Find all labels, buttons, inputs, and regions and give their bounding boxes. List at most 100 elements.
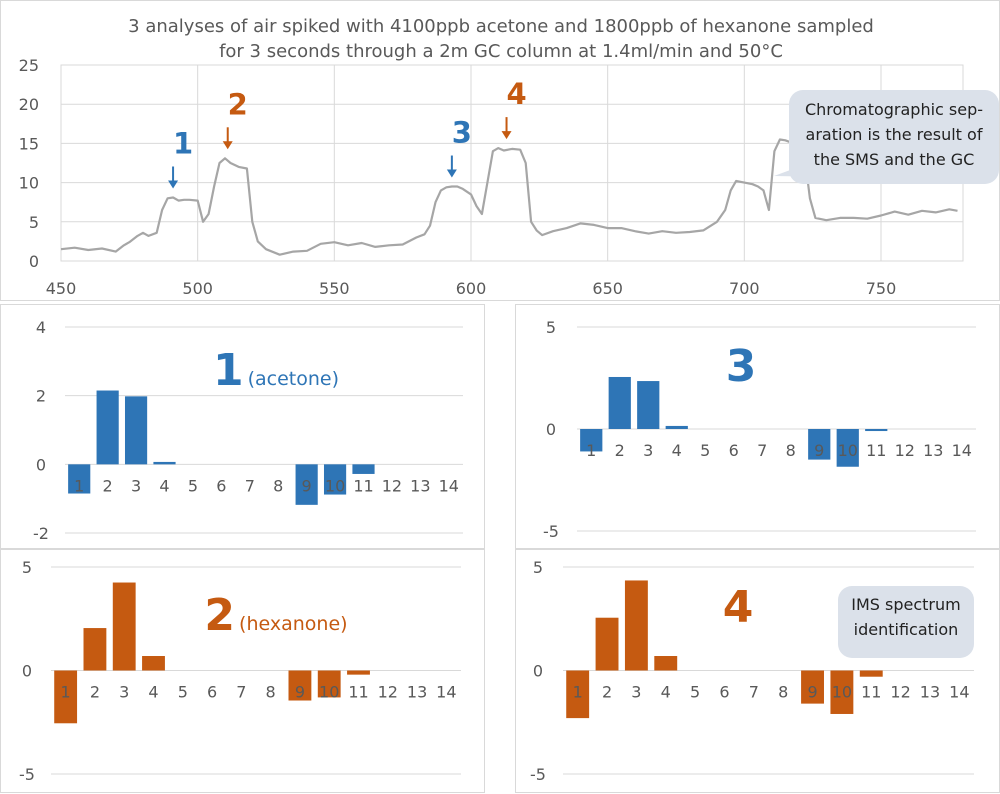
y-tick-label: 0 <box>22 662 32 681</box>
x-tick-label: 550 <box>319 279 350 298</box>
x-tick-label: 5 <box>700 441 710 460</box>
chromatogram-chart: 3 analyses of air spiked with 4100ppb ac… <box>19 16 999 298</box>
bar-4 <box>654 656 678 671</box>
x-tick-label: 4 <box>159 476 169 495</box>
x-tick-label: 5 <box>690 683 700 702</box>
x-tick-label: 6 <box>216 476 226 495</box>
spectrum-number: 2 <box>204 590 235 641</box>
x-tick-label: 1 <box>573 683 583 702</box>
x-tick-label: 8 <box>778 683 788 702</box>
x-tick-label: 14 <box>439 476 459 495</box>
x-tick-label: 11 <box>353 476 373 495</box>
x-tick-label: 12 <box>382 476 402 495</box>
x-tick-label: 12 <box>895 441 915 460</box>
x-tick-label: 3 <box>643 441 653 460</box>
bar-1 <box>580 429 603 452</box>
y-tick-label: -2 <box>33 524 49 543</box>
peak-3-arrow-head <box>446 169 457 178</box>
chart-title-line-1: 3 analyses of air spiked with 4100ppb ac… <box>128 16 874 37</box>
y-tick-label: 10 <box>19 174 39 193</box>
x-tick-label: 3 <box>631 683 641 702</box>
x-tick-label: 500 <box>182 279 213 298</box>
spectrum-panel-3: -5 0 5 1 2 3 4 5 6 7 8 9 10 11 12 13 14 3 <box>515 304 1000 549</box>
x-tick-label: 11 <box>861 683 881 702</box>
spectrum-label: 2 (hexanone) <box>204 590 347 641</box>
x-tick-label: 11 <box>348 683 368 702</box>
chart-title-line-2: for 3 seconds through a 2m GC column at … <box>219 41 783 62</box>
y-tick-label: 0 <box>533 662 543 681</box>
y-tick-label: 2 <box>36 387 46 406</box>
bar-2 <box>83 628 107 671</box>
y-tick-label: 15 <box>19 134 39 153</box>
x-tick-label: 10 <box>838 441 858 460</box>
x-tick-label: 5 <box>178 683 188 702</box>
x-tick-label: 450 <box>46 279 77 298</box>
y-tick-label: 20 <box>19 95 39 114</box>
callout-bubble <box>838 586 974 658</box>
x-tick-label: 6 <box>729 441 739 460</box>
x-tick-label: 1 <box>586 441 596 460</box>
spectrum-label: 3 <box>726 341 757 392</box>
spectrum-label: 4 <box>723 582 754 633</box>
y-tick-label: -5 <box>19 765 35 784</box>
callout-text-line: IMS spectrum <box>851 595 960 614</box>
spectrum-panel-1: -2 0 2 4 1 2 3 4 5 6 7 8 9 10 11 12 13 14 1 (acetone) <box>0 304 485 549</box>
bar-4 <box>153 461 176 465</box>
bar-3 <box>124 396 148 465</box>
bar-9 <box>295 464 318 505</box>
x-tick-label: 10 <box>325 476 345 495</box>
x-tick-label: 13 <box>407 683 427 702</box>
bar-4 <box>665 425 688 429</box>
chromatography-callout: Chromatographic sep-aration is the resul… <box>774 90 999 184</box>
x-tick-label: 10 <box>832 683 852 702</box>
chromatogram-line <box>60 138 958 256</box>
x-tick-label: 6 <box>719 683 729 702</box>
bar-2 <box>96 390 119 465</box>
x-tick-label: 14 <box>949 683 969 702</box>
y-tick-label: 5 <box>533 558 543 577</box>
bar-11 <box>347 670 370 675</box>
bar-4 <box>142 656 165 671</box>
x-tick-label: 13 <box>920 683 940 702</box>
bar-10 <box>830 670 854 714</box>
bar-9 <box>801 670 824 704</box>
x-tick-label: 3 <box>119 683 129 702</box>
callout-text-line: the SMS and the GC <box>814 150 975 169</box>
spectrum-compound: (hexanone) <box>239 613 348 635</box>
x-tick-label: 8 <box>266 683 276 702</box>
peak-3-label: 3 <box>452 116 472 150</box>
x-tick-label: 2 <box>90 683 100 702</box>
y-tick-label: 5 <box>29 213 39 232</box>
y-tick-label: 5 <box>22 558 32 577</box>
y-tick-label: 0 <box>546 420 556 439</box>
y-tick-label: 5 <box>546 318 556 337</box>
callout-text-line: aration is the result of <box>806 125 983 144</box>
bar-3 <box>624 580 648 671</box>
bar-10 <box>317 670 341 698</box>
x-tick-label: 2 <box>602 683 612 702</box>
x-tick-label: 3 <box>131 476 141 495</box>
bar-11 <box>865 429 888 432</box>
x-tick-label: 9 <box>295 683 305 702</box>
spectrum-compound: (acetone) <box>248 368 339 390</box>
chromatogram-panel: 3 analyses of air spiked with 4100ppb ac… <box>0 0 1000 301</box>
bar-10 <box>836 429 859 467</box>
x-tick-label: 7 <box>749 683 759 702</box>
peak-1-label: 1 <box>173 126 193 160</box>
peak-2-label: 2 <box>228 87 248 121</box>
x-tick-label: 5 <box>188 476 198 495</box>
spectrum-number: 3 <box>726 341 757 392</box>
bar-1 <box>566 670 590 719</box>
bar-10 <box>323 464 347 495</box>
x-tick-label: 12 <box>378 683 398 702</box>
x-tick-label: 1 <box>61 683 71 702</box>
ims-callout: IMS spectrum identification <box>838 586 974 658</box>
bar-3 <box>637 381 660 429</box>
bar-11 <box>859 670 883 677</box>
x-tick-label: 13 <box>923 441 943 460</box>
callout-bubble <box>789 90 999 184</box>
spectrum-number: 4 <box>723 582 754 633</box>
